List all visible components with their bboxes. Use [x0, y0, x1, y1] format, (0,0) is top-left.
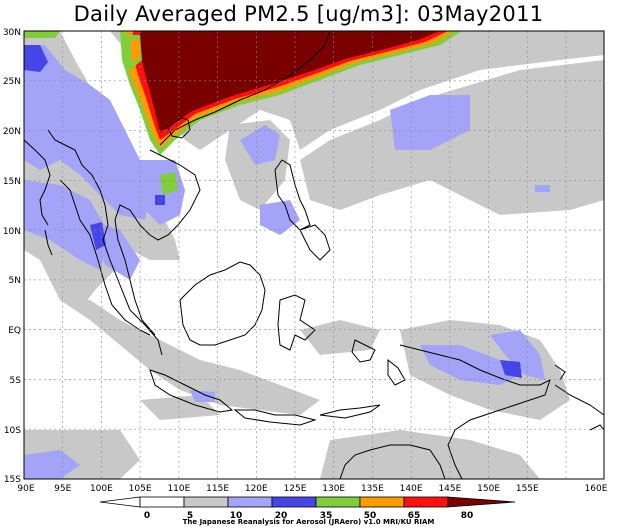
lat-label: 20N [3, 127, 21, 137]
latitude-labels: 30N 25N 20N 15N 10N 5N EQ 5S 10S 15S [3, 28, 21, 485]
colorbar-cell [183, 496, 229, 508]
lon-label: 115E [206, 484, 229, 494]
colorbar-cell [315, 496, 361, 508]
lon-label: 145E [438, 484, 461, 494]
colorbar-tick: 0 [144, 511, 150, 521]
colorbar-cell [271, 496, 317, 508]
credit-line: The Japanese Reanalysis for Aerosol (JRA… [182, 518, 435, 526]
lat-label: 25N [3, 77, 21, 87]
lat-label: EQ [8, 326, 21, 336]
lon-label: 110E [167, 484, 190, 494]
lon-label: 100E [90, 484, 113, 494]
lon-label: 105E [129, 484, 152, 494]
graticule [24, 31, 604, 479]
colorbar-tick: 20 [275, 511, 288, 521]
colorbar-tick: 10 [230, 511, 243, 521]
lon-label: 90E [17, 484, 34, 494]
colorbar-tick: 65 [408, 511, 421, 521]
colorbar-arrow-left [99, 496, 141, 508]
lat-label: 10S [4, 426, 21, 436]
colorbar-tick: 5 [187, 511, 193, 521]
lon-label: 135E [361, 484, 384, 494]
lon-label: 130E [322, 484, 345, 494]
lon-label: 150E [477, 484, 500, 494]
lon-label: 95E [54, 484, 71, 494]
colorbar-cell [403, 496, 449, 508]
longitude-labels: 90E 95E 100E 105E 110E 115E 120E 125E 13… [17, 484, 607, 494]
coastlines [23, 30, 605, 480]
lon-label: 160E [585, 484, 608, 494]
lon-label: 140E [400, 484, 423, 494]
map-title: Daily Averaged PM2.5 [ug/m3]: 03May2011 [73, 2, 544, 26]
colorbar-arrow-right [447, 496, 516, 508]
lat-label: 5N [9, 276, 21, 286]
pm25-concentration-field [24, 31, 604, 479]
lat-label: 30N [3, 28, 21, 38]
lon-label: 125E [284, 484, 307, 494]
colorbar-cell [227, 496, 273, 508]
colorbar: 0 5 10 20 35 50 65 80 [99, 496, 516, 521]
lat-label: 15S [4, 475, 21, 485]
colorbar-cell [359, 496, 405, 508]
lat-label: 5S [10, 376, 22, 386]
colorbar-tick: 50 [364, 511, 377, 521]
colorbar-cell [139, 496, 185, 508]
lon-label: 155E [516, 484, 539, 494]
lon-label: 120E [245, 484, 268, 494]
lat-label: 10N [3, 227, 21, 237]
colorbar-tick: 80 [461, 511, 474, 521]
lat-label: 15N [3, 177, 21, 187]
colorbar-tick: 35 [320, 511, 333, 521]
